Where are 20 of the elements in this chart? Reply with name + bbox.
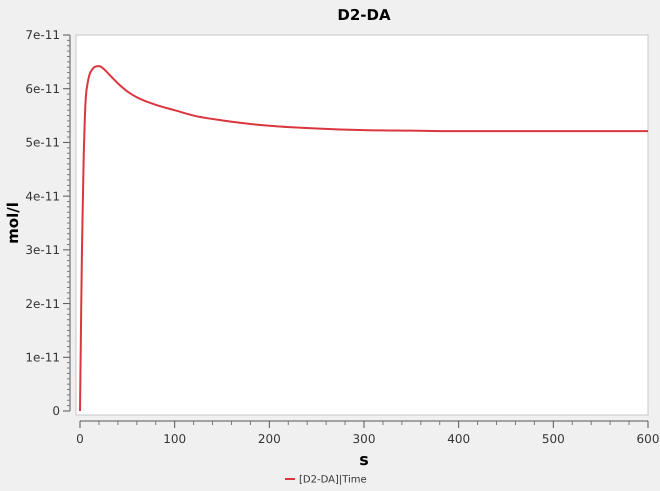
line-series bbox=[79, 65, 649, 412]
y-tick-label: 7e-11 bbox=[25, 28, 60, 42]
x-tick-label: 400 bbox=[447, 432, 470, 446]
y-tick-label: 4e-11 bbox=[25, 189, 60, 204]
chart-title: D2-DA bbox=[337, 6, 391, 24]
y-tick-label: 2e-11 bbox=[25, 296, 60, 311]
x-tick-label: 0 bbox=[76, 432, 84, 446]
x-tick-label: 100 bbox=[163, 432, 186, 446]
y-tick-label: 1e-11 bbox=[25, 350, 60, 364]
y-axis-title: mol/l bbox=[4, 202, 22, 244]
x-tick-label: 600 bbox=[636, 432, 660, 446]
x-tick-label: 500 bbox=[542, 432, 565, 446]
x-tick-label: 200 bbox=[258, 432, 281, 446]
y-tick-label: 5e-11 bbox=[25, 136, 60, 150]
x-axis-title: s bbox=[359, 450, 369, 469]
y-tick-label: 3e-11 bbox=[25, 243, 60, 258]
legend-label: [D2-DA]|Time bbox=[299, 474, 367, 486]
y-tick-label: 0 bbox=[52, 404, 60, 418]
y-tick-label: 6e-11 bbox=[25, 82, 60, 96]
x-tick-label: 300 bbox=[352, 432, 376, 446]
